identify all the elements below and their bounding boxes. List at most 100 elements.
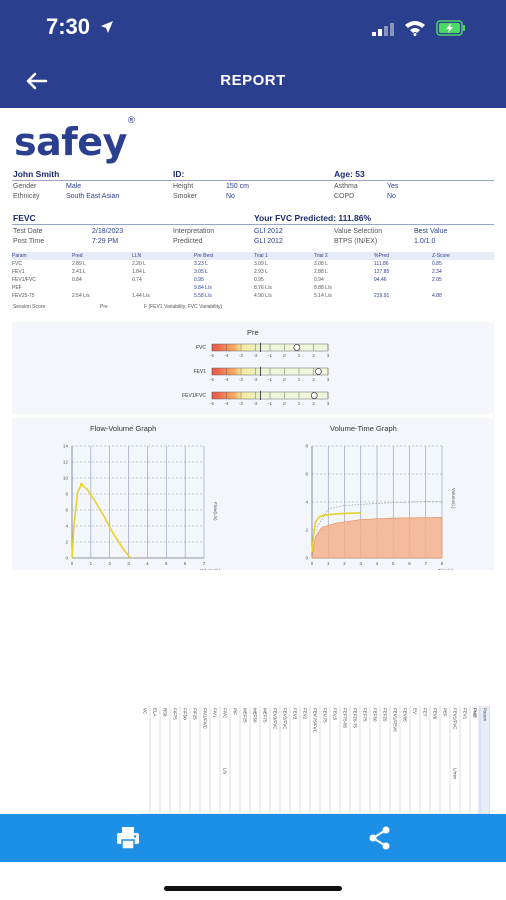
rotated-table-cell: FEV2 [303,708,308,720]
zscore-tick-label: 0 [283,401,286,406]
zscore-tick-label: -3 [239,353,243,358]
back-arrow-icon[interactable] [22,66,52,96]
results-cell: 94.46 [374,277,387,283]
rotated-table-cell: FET [423,708,428,717]
share-icon[interactable] [366,824,394,852]
rotated-table-cell: L/min [453,768,458,780]
zscore-tick-label: -2 [253,401,257,406]
rotated-table-cell: ELA [153,708,158,717]
zscore-chart: FVC -5 -4 -3 -2 -1 0 1 2 3 FEV1 -5 -4 -3 -2 -1 0 1 2 3 FEV1/… [182,343,330,406]
rotated-table-cell: FEV3 [293,708,298,720]
zscore-tick-label: -4 [224,353,228,358]
results-header-cell: Pred [72,253,83,259]
flow-volume-y-tick: 0 [65,556,68,561]
volume-time-title: Volume-Time Graph [330,424,397,433]
results-cell: 1.84 L [132,269,146,275]
zscore-panel: Pre FVC -5 -4 -3 -2 -1 0 1 2 3 FEV1 -5 -4 -3 -2 -1 0 1 2 3 F… [12,322,494,414]
zscore-tick-label: -1 [268,401,272,406]
patient-id-label: ID: [173,169,185,179]
results-cell: 2.05 [432,277,442,283]
results-cell: 5.14 L/s [314,293,332,299]
results-header-cell: Z-Score [432,253,450,259]
flow-volume-x-tick: 2 [108,561,111,566]
rotated-table-cell: FEV6 [433,708,438,720]
results-cell: PEF [12,285,22,291]
flow-volume-x-tick: 1 [90,561,93,566]
results-header-cell: LLN [132,253,142,259]
rotated-table-cell: FIV1 [213,708,218,718]
report-document[interactable]: safey® John Smith ID: Age: 53 Gender Mal… [0,108,506,814]
zscore-tick-label: 1 [298,353,301,358]
zscore-tick-label: 2 [312,377,315,382]
results-cell: 0.84 [72,277,82,283]
zscore-row-label: FEV1 [193,369,206,375]
zscore-tick-label: -5 [210,401,214,406]
rotated-table-cell: FEV.75 [323,708,328,723]
copd-value: No [387,193,396,200]
rotated-table-cell: MEF50 [253,708,258,723]
session-score-label: Session Score [13,304,46,310]
print-icon[interactable] [114,824,142,852]
rotated-table-cell: FEV1/FEV6 [393,708,398,732]
flow-volume-y-tick: 14 [63,444,69,449]
rotated-parameter-table: Param FVC FEV1 FEV1/FVC PEF FEV6 FET EV FEV05 FEV… [140,706,490,814]
rotated-table-cell: FEV1/FVC [453,708,458,730]
flow-volume-x-tick: 3 [127,561,130,566]
test-name: FEVC [13,213,36,223]
zscore-point [310,392,318,399]
results-cell: 2.89 L [72,261,86,267]
fvc-predicted: Your FVC Predicted: 111.86% [254,213,371,223]
graphs-panel: Flow-Volume Graph Volume-Time Graph 0 1 2 3… [12,418,494,570]
results-cell: 2.41 L [72,269,86,275]
zscore-low-band [212,392,261,399]
session-score-pre: Pre [100,304,108,310]
btps-value: 1.0/1.0 [414,238,436,245]
cellular-signal-icon [372,23,394,36]
results-header-cell: Pre Best [194,253,214,259]
patient-age: Age: 53 [334,169,365,179]
smoker-label: Smoker [173,193,198,200]
flow-volume-title: Flow-Volume Graph [90,424,157,433]
divider [12,224,494,225]
asthma-value: Yes [387,183,399,190]
results-cell: 0.74 [132,277,142,283]
volume-time-y-tick: 0 [305,556,308,561]
results-cell: 2.88 L [314,269,328,275]
predicted-label: Predicted [173,238,203,245]
results-cell: 2.54 L/s [72,293,90,299]
results-cell: 3.05 L [194,269,208,275]
volume-time-x-tick: 2 [343,561,346,566]
ethnicity-label: Ethnicity [13,193,40,200]
zscore-tick-label: 0 [283,377,286,382]
rotated-table-cell: FEF25-75 [353,708,358,729]
location-arrow-icon [101,21,113,33]
zscore-point [293,344,301,351]
rotated-table-cell: FIVC [223,708,228,719]
zscore-tick-label: -3 [239,401,243,406]
smoker-value: No [226,193,235,200]
rotated-table-cell: Pred [473,708,478,718]
post-time-label: Post Time [13,238,45,245]
rotated-table-cell: EV [413,708,418,714]
volume-time-ylabel: Volume(L) [451,488,456,509]
results-cell: FVC [12,261,22,267]
zscore-row-label: FEV1/FVC [182,393,206,399]
zscore-low-band [212,368,261,375]
volume-time-y-tick: 6 [305,472,308,477]
zscore-tick-label: 3 [327,401,330,406]
results-cell: 0.95 [254,277,264,283]
flow-volume-x-tick: 6 [184,561,187,566]
zscore-tick-label: -3 [239,377,243,382]
zscore-low-band [212,344,261,351]
zscore-point [315,368,322,375]
zscore-tick-label: -1 [268,353,272,358]
results-table: Param Pred LLN Pre Best Trial 1 Trial 2 %Pred Z… [12,252,494,310]
rotated-table-cell: VC [143,708,148,715]
results-header-cell: Trial 2 [314,253,328,259]
zscore-tick-label: -4 [224,377,228,382]
results-cell: FEV1/FVC [12,277,36,283]
post-time-value: 7:29 PM [92,238,119,245]
zscore-normal-band [260,368,328,375]
zscore-tick-label: -4 [224,401,228,406]
results-cell: 219.91 [374,293,390,299]
